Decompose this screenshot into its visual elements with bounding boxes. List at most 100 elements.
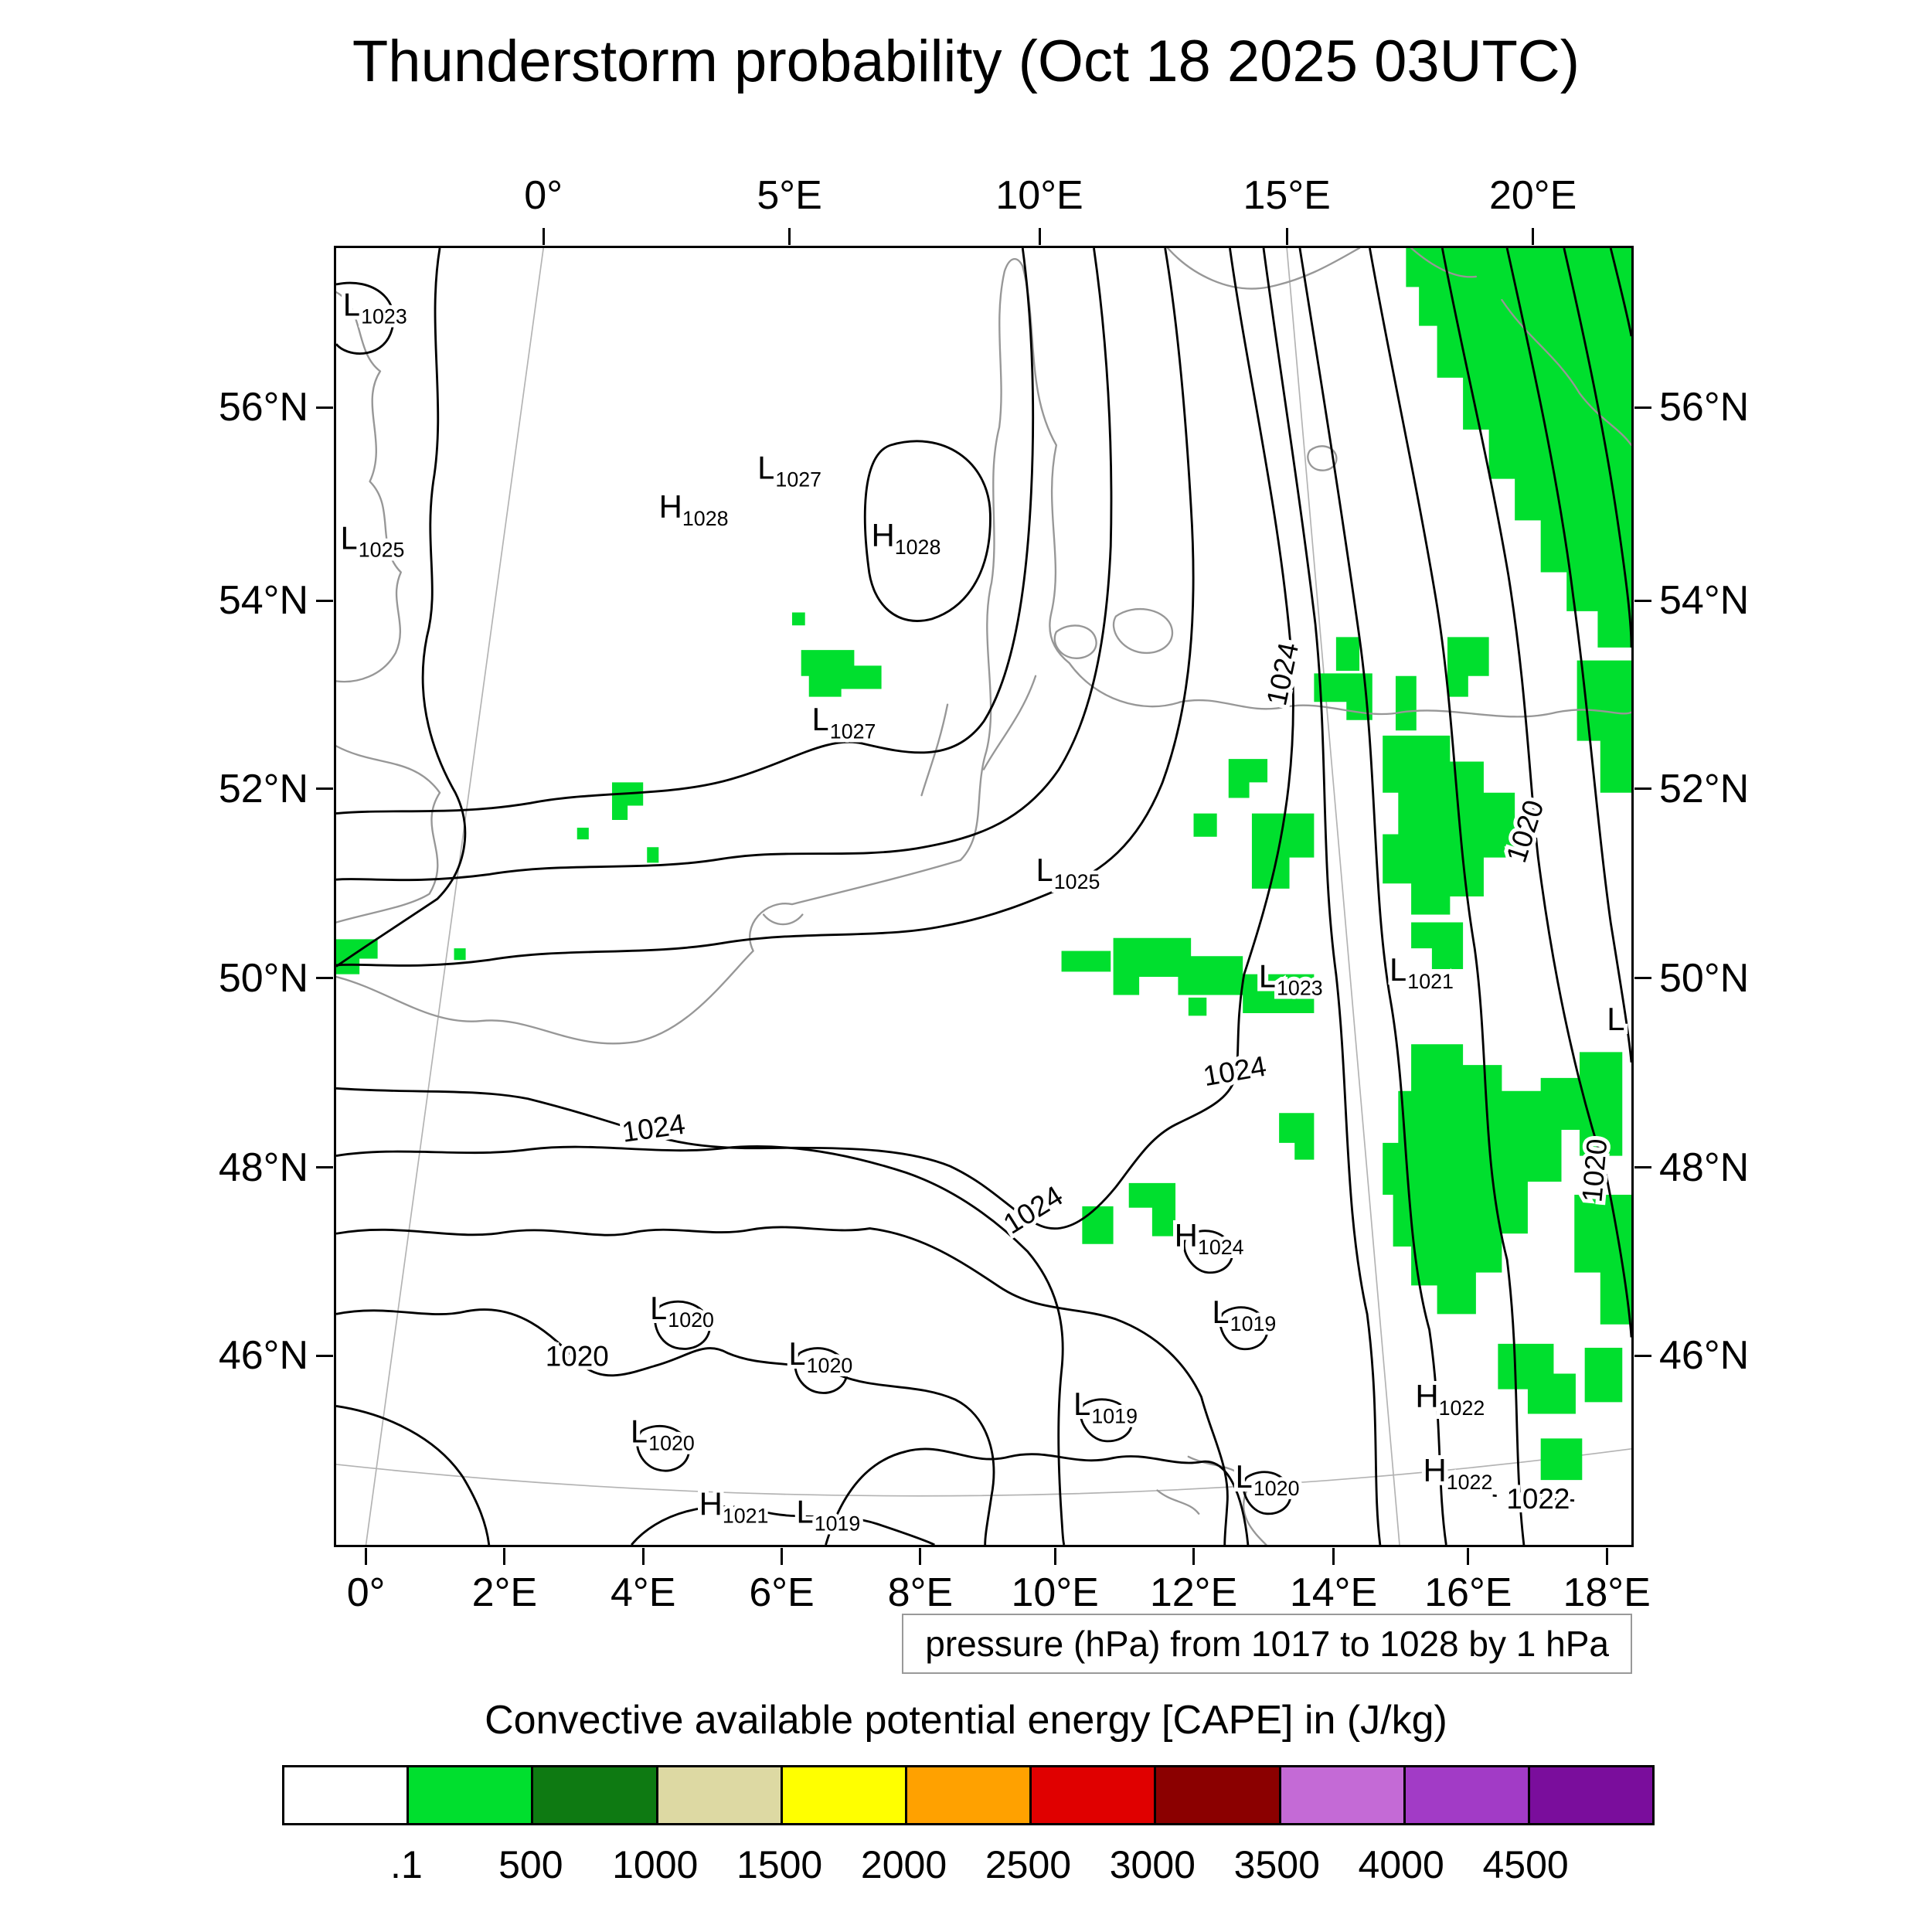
cape-colorbar-ticks: .1 500 1000 1500 2000 2500 3000 3500 4000 4500: [282, 1842, 1650, 1889]
bottom-axis-tick: [1332, 1548, 1335, 1565]
isobar-line: [336, 248, 1113, 882]
left-axis-label: 46°N: [218, 1333, 308, 1378]
right-axis-tick: [1634, 406, 1651, 409]
cape-shaded-region: [1540, 1438, 1583, 1481]
left-axis-label: 52°N: [218, 766, 308, 811]
colorbar-tick-label: 2000: [860, 1843, 947, 1886]
pressure-center-label: L1019: [1073, 1386, 1138, 1427]
colorbar-tick-label: 3500: [1233, 1843, 1320, 1886]
coastline: [762, 675, 1037, 926]
bottom-axis-label: 14°E: [1289, 1570, 1378, 1615]
cape-shaded-region: [1228, 759, 1268, 798]
isobar-line: [1182, 1230, 1233, 1274]
cape-shaded-region: [1193, 813, 1217, 837]
colorbar-cell: [284, 1767, 410, 1823]
bottom-axis-tick: [919, 1548, 922, 1565]
bottom-axis-tick: [641, 1548, 645, 1565]
left-axis-label: 50°N: [218, 955, 308, 1001]
bottom-axis-label: 16°E: [1424, 1570, 1512, 1615]
coastline: [1156, 1455, 1267, 1545]
isobar-value-label: 1024: [998, 1179, 1068, 1240]
isobar-line: [1505, 248, 1631, 1063]
pressure-center-label: L: [1607, 1001, 1624, 1037]
isobar-line: [1609, 248, 1631, 337]
cape-shaded-region: [1411, 922, 1464, 969]
colorbar-cell: [658, 1767, 783, 1823]
pressure-center-label: L1023: [343, 286, 407, 328]
top-axis-label: 0°: [524, 173, 563, 218]
pressure-center-label: H1024: [1175, 1217, 1244, 1259]
coastline: [1053, 445, 1338, 659]
cape-shaded-region: [1128, 1182, 1176, 1236]
cape-shaded-region: [1335, 637, 1360, 672]
colorbar-cell: [1156, 1767, 1281, 1823]
left-axis-tick: [316, 1166, 333, 1169]
left-axis-tick: [316, 977, 333, 980]
weather-map: 1024 1020 1020 1024 1024 1024 1020 1022 L1023 L10…: [219, 174, 1749, 1614]
bottom-axis-tick: [1605, 1548, 1608, 1565]
top-axis-label: 10°E: [995, 173, 1083, 218]
colorbar-title: Convective available potential energy [C…: [485, 1698, 1447, 1743]
cape-shaded-region: [1447, 637, 1489, 697]
right-axis-tick: [1634, 599, 1651, 602]
right-axis-tick: [1634, 1166, 1651, 1169]
cape-shaded-region: [1406, 248, 1631, 648]
pressure-center-label: L1025: [1036, 852, 1100, 893]
right-axis-label: 54°N: [1659, 578, 1750, 624]
bottom-axis-label: 4°E: [611, 1570, 676, 1615]
pressure-center-label: L1020: [631, 1413, 695, 1454]
isobar-line: [336, 1308, 995, 1545]
isobar-line: [336, 248, 1035, 815]
colorbar-cell: [533, 1767, 658, 1823]
colorbar-tick-label: 1500: [736, 1843, 823, 1886]
bottom-axis-label: 8°E: [887, 1570, 954, 1615]
pressure-center-label: L1019: [796, 1493, 860, 1535]
colorbar-tick-label: 4000: [1358, 1843, 1444, 1886]
colorbar-cell: [782, 1767, 907, 1823]
bottom-axis-tick: [1467, 1548, 1470, 1565]
cape-shaded-region: [611, 782, 644, 820]
pressure-center-label: H1021: [699, 1485, 769, 1527]
isobar-line: [825, 1447, 1250, 1545]
colorbar-cell: [1281, 1767, 1406, 1823]
right-axis-tick: [1634, 1354, 1651, 1357]
cape-shaded-region: [647, 847, 659, 863]
isobar-line: [636, 1424, 691, 1472]
coastline: [336, 745, 441, 923]
isobar-line: [1262, 248, 1382, 1545]
left-axis-tick: [316, 599, 333, 602]
bottom-axis-label: 12°E: [1149, 1570, 1238, 1615]
pressure-center-label: L1023: [1259, 957, 1323, 999]
isobar-line: [1079, 1398, 1133, 1443]
cape-shaded-region: [1188, 997, 1207, 1016]
cape-shaded-region: [336, 939, 378, 975]
graticule-line: [365, 248, 544, 1545]
pressure-center-label: L1020: [788, 1335, 852, 1377]
pressure-center-label: H1022: [1423, 1452, 1492, 1494]
isobar-value-label: 1020: [546, 1340, 609, 1372]
isobar-value-label: 1020: [1576, 1138, 1613, 1203]
isobar-line: [1369, 248, 1526, 1545]
bottom-axis-label: 0°: [346, 1570, 386, 1615]
isobar-line: [631, 1505, 935, 1545]
top-axis-label: 20°E: [1488, 173, 1577, 218]
isobar-value-label: 1024: [1201, 1050, 1269, 1093]
top-axis-tick: [1285, 228, 1288, 245]
pressure-center-label: L1027: [757, 450, 821, 492]
page-title: Thunderstorm probability (Oct 18 2025 03…: [352, 29, 1580, 94]
graticule-line: [336, 1447, 1631, 1497]
cape-shaded-region: [1383, 1044, 1623, 1315]
isobar-line: [1242, 1471, 1292, 1515]
left-axis-tick: [316, 787, 333, 791]
right-axis-label: 52°N: [1659, 766, 1750, 811]
colorbar-tick-label: 3000: [1109, 1843, 1196, 1886]
graticule-line: [1286, 248, 1400, 1545]
bottom-axis-label: 2°E: [471, 1570, 538, 1615]
colorbar-tick-label: .1: [390, 1843, 423, 1886]
bottom-axis-label: 6°E: [749, 1570, 815, 1615]
pressure-center-label: H1022: [1415, 1378, 1485, 1420]
colorbar-tick-label: 500: [498, 1843, 563, 1886]
cape-shaded-region: [1082, 1206, 1114, 1244]
cape-shaded-region: [1251, 813, 1315, 889]
isobar-line: [1298, 248, 1447, 1545]
